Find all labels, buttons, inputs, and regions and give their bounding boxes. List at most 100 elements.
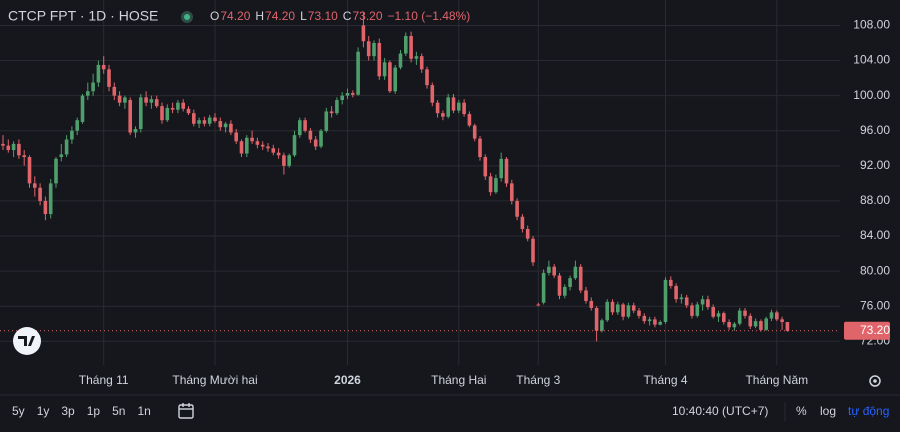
candle-body bbox=[600, 320, 604, 331]
candle-body bbox=[276, 152, 281, 156]
candle-body bbox=[340, 95, 344, 101]
candle-body bbox=[117, 95, 122, 103]
candle-body bbox=[414, 56, 419, 59]
candle-body bbox=[64, 139, 69, 155]
candle-body bbox=[589, 300, 594, 308]
candle-body bbox=[536, 304, 541, 306]
range-button[interactable]: 5y bbox=[12, 404, 25, 418]
candle-body bbox=[1, 143, 5, 146]
x-tick-label: Tháng Hai bbox=[431, 373, 486, 387]
x-tick-label: Tháng 11 bbox=[79, 373, 129, 387]
candle-body bbox=[764, 318, 768, 330]
candle-body bbox=[637, 310, 641, 316]
last-price-box bbox=[844, 321, 890, 340]
y-tick-label: 108.00 bbox=[853, 18, 890, 32]
candle-body bbox=[319, 130, 323, 147]
candle-body bbox=[504, 158, 509, 184]
y-tick-label: 84.00 bbox=[860, 228, 890, 242]
candle-body bbox=[255, 141, 260, 145]
candle-body bbox=[266, 146, 270, 149]
candle-body bbox=[377, 42, 382, 77]
candle-body bbox=[192, 113, 196, 124]
candle-body bbox=[584, 290, 588, 301]
candle-body bbox=[250, 137, 254, 142]
legend-label: O bbox=[210, 9, 219, 23]
legend-value: 74.20 bbox=[265, 9, 295, 23]
candle-body bbox=[260, 144, 265, 147]
candle-body bbox=[54, 158, 58, 184]
candle-body bbox=[578, 266, 583, 291]
candle-body bbox=[207, 117, 212, 124]
range-button[interactable]: 1n bbox=[137, 404, 150, 418]
candle-body bbox=[785, 322, 790, 331]
candle-body bbox=[557, 275, 562, 296]
candle-body bbox=[409, 35, 413, 59]
candle-body bbox=[308, 130, 313, 140]
date-range-icon[interactable] bbox=[178, 403, 194, 419]
candle-body bbox=[128, 100, 132, 133]
y-tick-label: 92.00 bbox=[860, 158, 890, 172]
candle-body bbox=[96, 64, 101, 83]
candle-body bbox=[472, 125, 477, 139]
candle-body bbox=[27, 157, 32, 184]
candle-body bbox=[722, 313, 726, 323]
candle-body bbox=[22, 155, 26, 158]
candle-body bbox=[361, 25, 366, 42]
candle-body bbox=[345, 93, 350, 96]
candle-body bbox=[11, 143, 16, 151]
candle-body bbox=[515, 200, 519, 217]
candle-body bbox=[351, 93, 355, 95]
candle-body bbox=[298, 120, 302, 136]
range-button[interactable]: 1y bbox=[37, 404, 50, 418]
candle-body bbox=[658, 322, 662, 325]
candle-body bbox=[743, 310, 747, 316]
auto-toggle[interactable]: tự động bbox=[848, 404, 889, 418]
candle-body bbox=[631, 305, 636, 311]
candle-body bbox=[605, 301, 609, 321]
candle-body bbox=[218, 121, 223, 128]
candle-body bbox=[679, 297, 684, 300]
x-tick-label: Tháng 4 bbox=[643, 373, 687, 387]
y-tick-label: 76.00 bbox=[860, 298, 890, 312]
candle-body bbox=[775, 312, 779, 320]
candle-body bbox=[101, 64, 106, 70]
candle-body bbox=[133, 128, 138, 133]
settings-icon[interactable] bbox=[869, 375, 881, 387]
candle-body bbox=[33, 183, 37, 188]
candle-body bbox=[510, 183, 514, 201]
candle-body bbox=[170, 107, 175, 110]
candle-body bbox=[197, 120, 201, 124]
candle-body bbox=[176, 102, 180, 110]
candle-body bbox=[727, 322, 731, 328]
percent-toggle[interactable]: % bbox=[796, 404, 807, 418]
candle-body bbox=[91, 82, 95, 92]
legend-value: 73.20 bbox=[352, 9, 382, 23]
candle-body bbox=[626, 305, 631, 317]
candle-body bbox=[287, 155, 291, 166]
candle-body bbox=[748, 315, 753, 327]
candle-body bbox=[568, 278, 572, 287]
candle-body bbox=[149, 99, 154, 103]
status-dot-inner bbox=[184, 14, 190, 20]
candle-body bbox=[499, 158, 503, 179]
range-button[interactable]: 5n bbox=[112, 404, 125, 418]
candle-body bbox=[86, 91, 90, 96]
candle-body bbox=[139, 97, 143, 129]
log-toggle[interactable]: log bbox=[820, 404, 836, 418]
range-button[interactable]: 1p bbox=[87, 404, 101, 418]
candle-body bbox=[181, 102, 185, 109]
candle-body bbox=[43, 200, 48, 215]
candle-body bbox=[467, 114, 472, 126]
candle-body bbox=[202, 120, 207, 124]
last-price-label: 73.20 bbox=[860, 323, 890, 337]
range-button[interactable]: 3p bbox=[61, 404, 75, 418]
candle-body bbox=[335, 100, 339, 114]
candle-body bbox=[38, 187, 42, 201]
candle-body bbox=[282, 155, 286, 166]
candle-body bbox=[165, 107, 170, 121]
candle-body bbox=[48, 183, 53, 215]
candle-body bbox=[329, 111, 334, 114]
candle-body bbox=[669, 279, 673, 287]
candle-body bbox=[711, 307, 715, 317]
candle-body bbox=[753, 321, 758, 327]
